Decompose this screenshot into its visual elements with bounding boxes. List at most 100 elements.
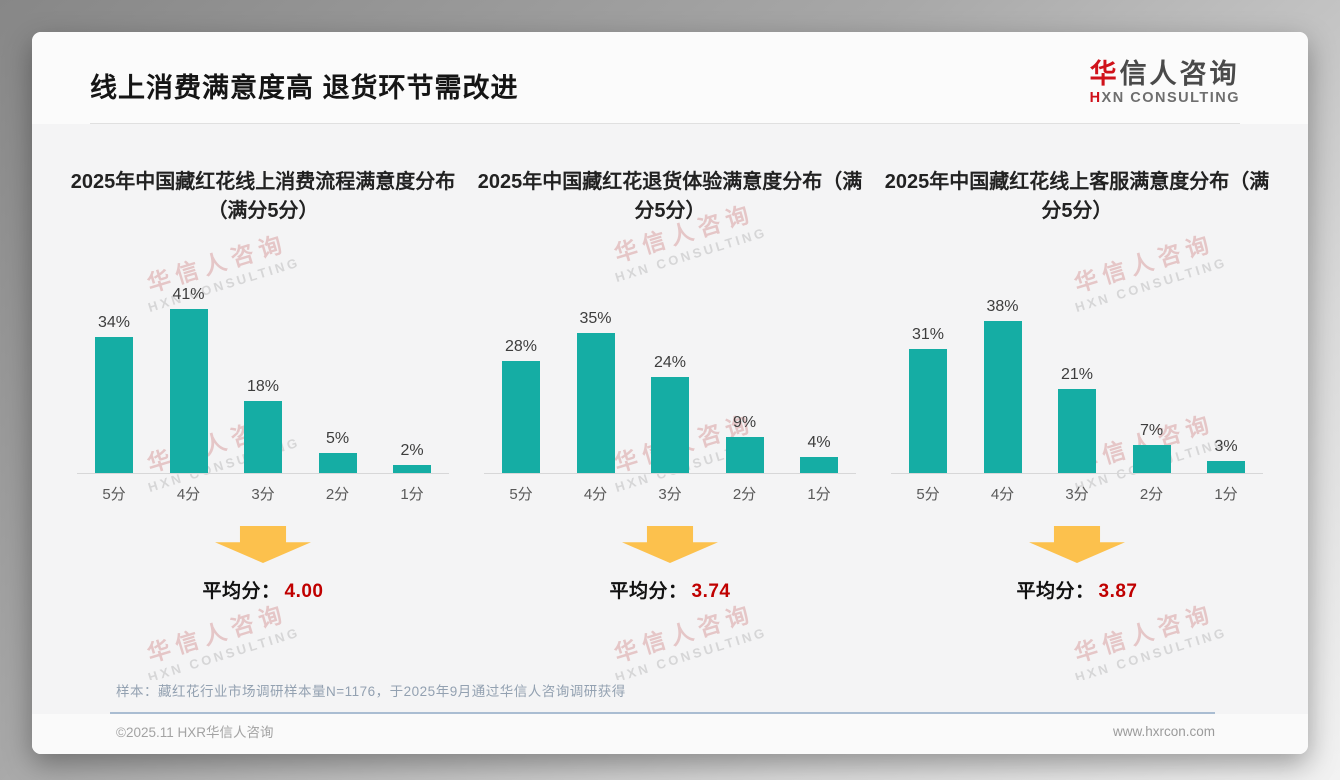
page-title: 线上消费满意度高 退货环节需改进 (90, 72, 519, 103)
footer-bottom-bar: ©2025.11 HXR华信人咨询 www.hxrcon.com (32, 714, 1308, 754)
down-arrow-icon (622, 526, 718, 563)
tick-label: 3分 (658, 486, 682, 503)
company-logo: 华信人咨询 HXN CONSULTING (1089, 50, 1240, 107)
tick-label: 5分 (509, 486, 533, 503)
bar-cell: 2% (381, 442, 443, 473)
bar (1058, 389, 1096, 473)
bar-value-label: 5% (325, 430, 350, 447)
bar-cell: 5% (307, 430, 369, 473)
tick-label: 4分 (990, 486, 1015, 503)
tick-label: 3分 (1065, 486, 1089, 503)
average-score: 平均分： 4.00 (203, 576, 324, 603)
bar-cell: 31% (897, 326, 959, 473)
average-score: 平均分： 3.74 (610, 576, 731, 603)
bar-cell: 21% (1046, 366, 1108, 473)
bar (502, 361, 540, 473)
bar-cell: 41% (158, 286, 220, 473)
logo-red-char: 华 (1089, 58, 1120, 89)
bar-value-label: 24% (653, 354, 687, 371)
copyright-text: ©2025.11 HXR华信人咨询 (116, 725, 274, 740)
bar-cell: 34% (83, 314, 145, 473)
bar-value-label: 28% (504, 338, 538, 355)
logo-en-red: H (1089, 90, 1102, 107)
x-axis-ticks: 5分 4分 3分 2分 1分 (484, 483, 856, 504)
bar-plot: 34% 41% 18% 5% 2% (77, 262, 449, 474)
bar (244, 401, 282, 473)
average-score: 平均分： 3.87 (1017, 576, 1138, 603)
bar (1207, 461, 1245, 473)
bar-cell: 28% (490, 338, 552, 473)
bar-plot: 31% 38% 21% 7% 3% (891, 262, 1263, 474)
slide-header: 线上消费满意度高 退货环节需改进 华信人咨询 HXN CONSULTING (32, 32, 1308, 124)
chart-return-experience: 2025年中国藏红花退货体验满意度分布（满分5分） 28% 35% 24% 9% 4% … (467, 168, 873, 603)
charts-area: 华信人咨询 HXN CONSULTING 华信人咨询 HXN CONSULTING 华信… (32, 124, 1308, 754)
bar (169, 309, 208, 473)
chart-title: 2025年中国藏红花退货体验满意度分布（满分5分） (477, 171, 863, 222)
header-divider (90, 123, 1240, 124)
bar (393, 465, 431, 473)
bar (725, 437, 764, 473)
bar-value-label: 2% (400, 442, 424, 459)
bar-cell: 3% (1195, 438, 1257, 473)
tick-label: 3分 (251, 486, 275, 503)
bar (800, 457, 838, 473)
bar (576, 333, 615, 473)
tick-label: 2分 (1139, 486, 1164, 503)
x-axis-ticks: 5分 4分 3分 2分 1分 (891, 483, 1263, 504)
bar-value-label: 31% (911, 326, 945, 343)
average-value: 3.87 (1098, 581, 1138, 602)
bar-value-label: 34% (97, 314, 131, 331)
x-axis-ticks: 5分 4分 3分 2分 1分 (77, 483, 449, 504)
logo-gray-chars: 信人咨询 (1119, 58, 1240, 89)
bar-value-label: 21% (1060, 366, 1094, 383)
bar-value-label: 38% (986, 298, 1019, 315)
bar-cell: 7% (1121, 422, 1183, 473)
bar-cell: 9% (714, 414, 776, 473)
tick-label: 1分 (807, 486, 831, 503)
bar (95, 337, 133, 473)
average-label: 平均分： (1016, 581, 1095, 602)
bar-cell: 4% (788, 434, 850, 473)
average-label: 平均分： (202, 581, 281, 602)
bar-value-label: 3% (1214, 438, 1238, 455)
slide-card: 线上消费满意度高 退货环节需改进 华信人咨询 HXN CONSULTING 华信… (32, 32, 1308, 754)
sample-footnote: 样本：藏红花行业市场调研样本量N=1176，于2025年9月通过华信人咨询调研获… (116, 684, 626, 699)
bar-cell: 35% (565, 310, 627, 473)
bar (651, 377, 689, 473)
bar-plot: 28% 35% 24% 9% 4% (484, 262, 856, 474)
footer-divider (110, 712, 1215, 714)
website-link[interactable]: www.hxrcon.com (1112, 723, 1215, 739)
tick-label: 2分 (325, 486, 350, 503)
tick-label: 5分 (102, 486, 126, 503)
logo-english-name: HXN CONSULTING (1090, 90, 1240, 106)
average-value: 4.00 (284, 581, 324, 602)
down-arrow-icon (215, 526, 311, 563)
slide-footer: 样本：藏红花行业市场调研样本量N=1176，于2025年9月通过华信人咨询调研获… (32, 680, 1308, 754)
logo-en-rest: XN CONSULTING (1101, 90, 1240, 107)
bar-value-label: 35% (579, 310, 612, 327)
average-label: 平均分： (609, 581, 688, 602)
bar (1132, 445, 1171, 473)
bar-cell: 18% (232, 378, 294, 473)
chart-title: 2025年中国藏红花线上客服满意度分布（满分5分） (884, 171, 1270, 222)
bar-value-label: 4% (807, 434, 831, 451)
bar-cell: 38% (972, 298, 1034, 473)
tick-label: 1分 (1214, 486, 1238, 503)
down-arrow-icon (1029, 526, 1125, 563)
bar-value-label: 41% (172, 286, 205, 303)
average-value: 3.74 (691, 581, 731, 602)
chart-online-customer-service: 2025年中国藏红花线上客服满意度分布（满分5分） 31% 38% 21% 7% 3% … (874, 168, 1280, 603)
chart-title: 2025年中国藏红花线上消费流程满意度分布（满分5分） (70, 171, 456, 222)
tick-label: 1分 (400, 486, 424, 503)
tick-label: 5分 (916, 486, 940, 503)
bar (909, 349, 947, 473)
bar (318, 453, 357, 473)
charts-row: 2025年中国藏红花线上消费流程满意度分布（满分5分） 34% 41% 18% 5% 2… (60, 168, 1280, 603)
bar-value-label: 9% (732, 414, 757, 431)
bar-value-label: 7% (1139, 422, 1164, 439)
tick-label: 4分 (583, 486, 608, 503)
tick-label: 2分 (732, 486, 757, 503)
